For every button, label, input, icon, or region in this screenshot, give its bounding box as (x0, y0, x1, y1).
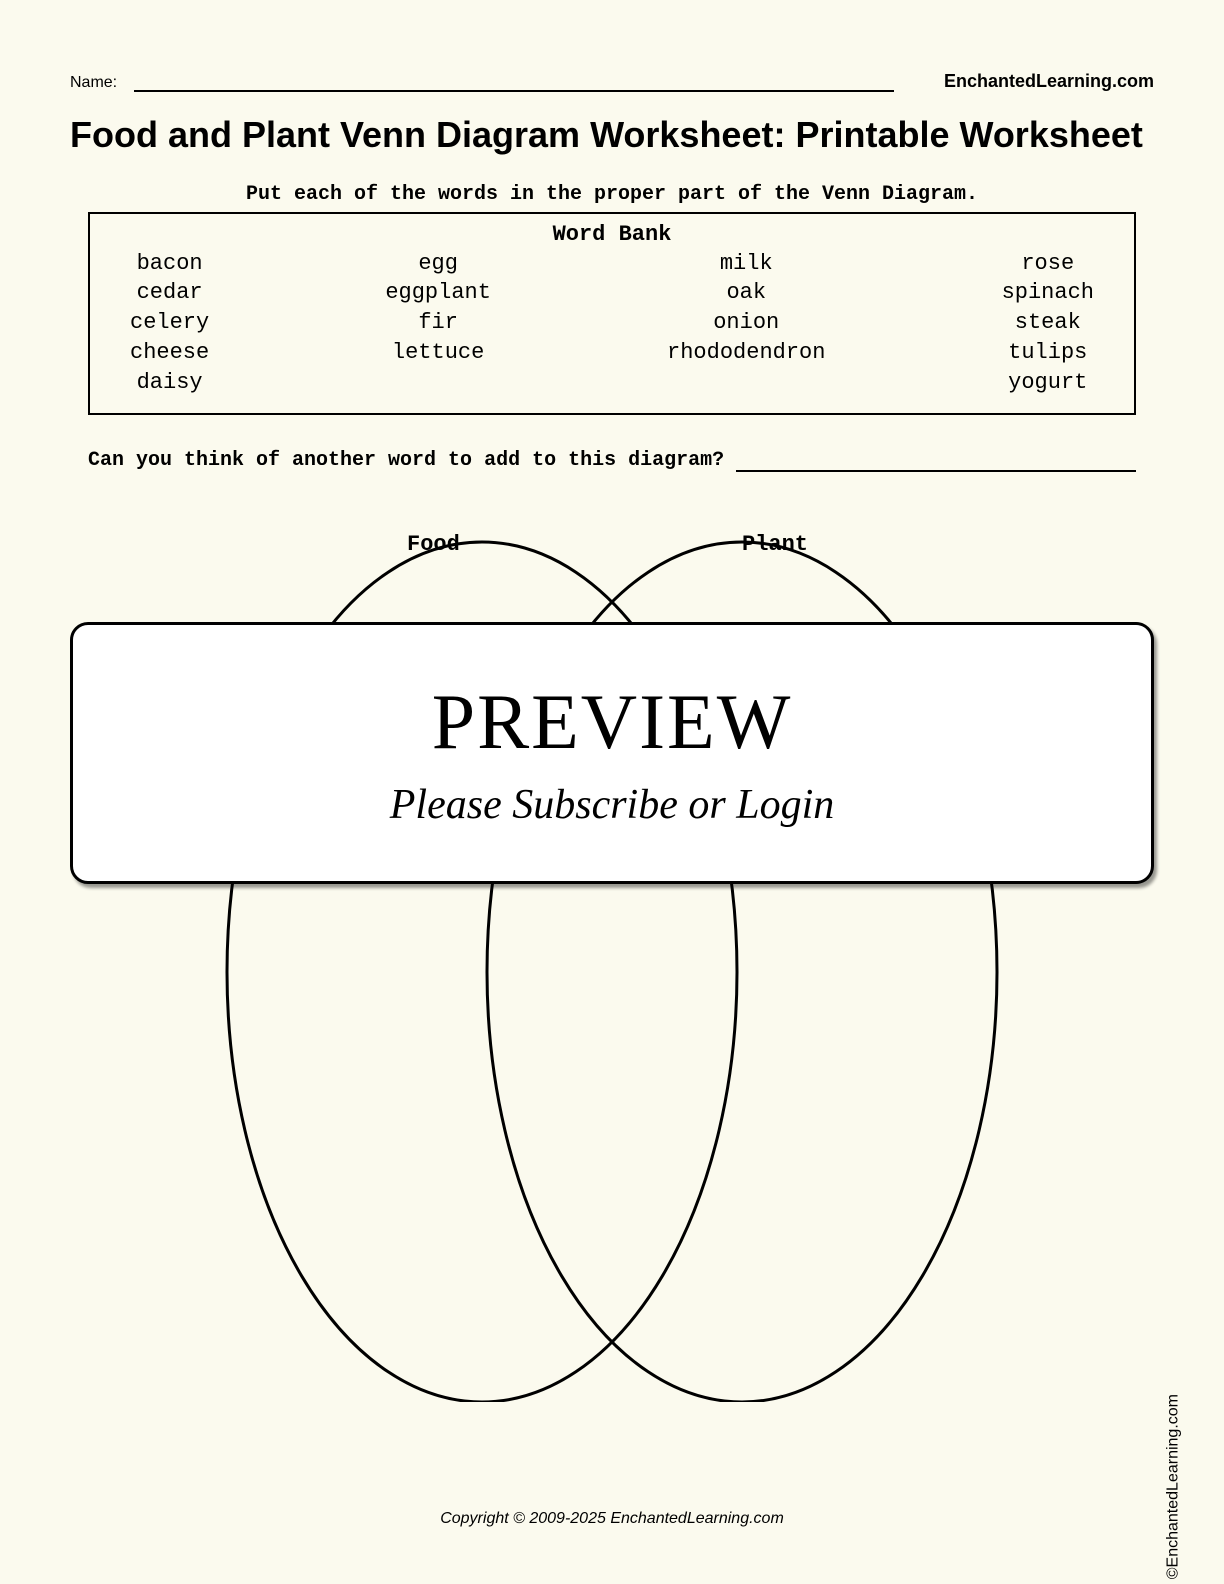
word-bank-columns: bacon cedar celery cheese daisy egg eggp… (110, 249, 1114, 397)
side-credit: ©EnchantedLearning.com (1164, 1394, 1182, 1579)
word-bank-col-3: milk oak onion rhododendron (667, 249, 825, 397)
wb-word: rhododendron (667, 338, 825, 368)
preview-subtitle: Please Subscribe or Login (390, 781, 834, 829)
word-bank-title: Word Bank (110, 222, 1114, 247)
preview-title: PREVIEW (432, 677, 793, 767)
wb-word: bacon (130, 249, 209, 279)
wb-word: rose (1002, 249, 1094, 279)
wb-word: tulips (1002, 338, 1094, 368)
question-row: Can you think of another word to add to … (88, 449, 1136, 472)
wb-word: spinach (1002, 278, 1094, 308)
wb-word: steak (1002, 308, 1094, 338)
wb-word: lettuce (385, 338, 491, 368)
wb-word: yogurt (1002, 368, 1094, 398)
preview-overlay: PREVIEW Please Subscribe or Login (70, 622, 1154, 884)
wb-word: cedar (130, 278, 209, 308)
wb-word: milk (667, 249, 825, 279)
name-field: Name: (70, 70, 894, 92)
site-link[interactable]: EnchantedLearning.com (944, 71, 1154, 92)
header-row: Name: EnchantedLearning.com (70, 70, 1154, 92)
name-input-line[interactable] (134, 70, 894, 92)
word-bank: Word Bank bacon cedar celery cheese dais… (88, 212, 1136, 415)
wb-word: celery (130, 308, 209, 338)
name-label: Name: (70, 74, 117, 91)
wb-word: cheese (130, 338, 209, 368)
instructions-text: Put each of the words in the proper part… (70, 183, 1154, 206)
question-input-line[interactable] (736, 454, 1136, 472)
footer-copyright: Copyright © 2009-2025 EnchantedLearning.… (0, 1510, 1224, 1528)
word-bank-col-4: rose spinach steak tulips yogurt (1002, 249, 1094, 397)
wb-word: oak (667, 278, 825, 308)
wb-word: onion (667, 308, 825, 338)
word-bank-col-1: bacon cedar celery cheese daisy (130, 249, 209, 397)
wb-word: daisy (130, 368, 209, 398)
wb-word: egg (385, 249, 491, 279)
page-title: Food and Plant Venn Diagram Worksheet: P… (70, 112, 1154, 159)
question-text: Can you think of another word to add to … (88, 449, 724, 472)
wb-word: eggplant (385, 278, 491, 308)
wb-word: fir (385, 308, 491, 338)
word-bank-col-2: egg eggplant fir lettuce (385, 249, 491, 397)
